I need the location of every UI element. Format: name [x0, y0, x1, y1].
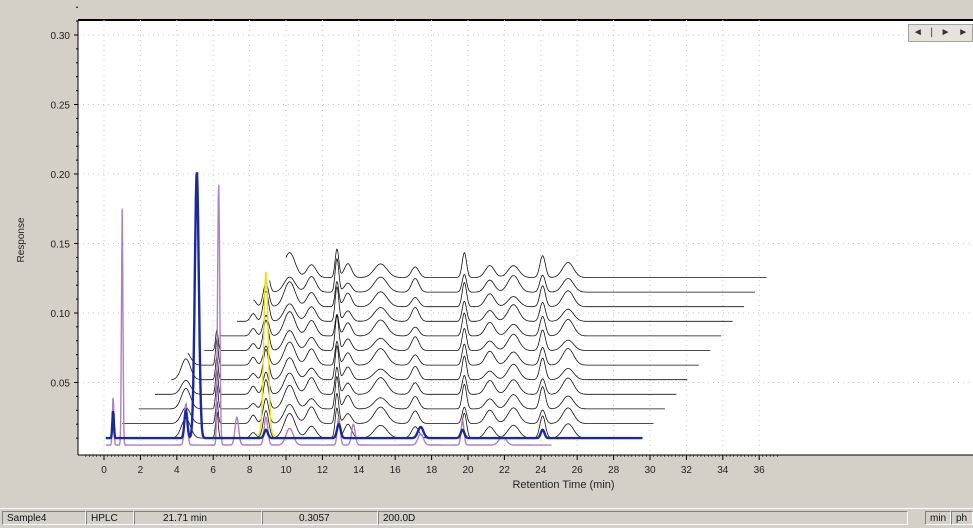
- y-axis-title: Response: [16, 217, 27, 262]
- x-tick-label: 8: [247, 465, 253, 476]
- chromatogram-trace: [285, 248, 767, 278]
- x-tick-label: 24: [535, 465, 547, 476]
- x-tick-label: 26: [572, 465, 584, 476]
- y-tick-label: 0.20: [51, 170, 71, 181]
- x-tick-label: 36: [754, 465, 766, 476]
- x-tick-label: 28: [608, 465, 620, 476]
- scroll-right-icon[interactable]: ►: [940, 27, 951, 38]
- highlight-trace: [105, 184, 552, 446]
- y-tick-label: 0.10: [51, 309, 71, 320]
- x-tick-label: 22: [499, 465, 511, 476]
- chromatogram-trace: [253, 281, 745, 308]
- x-tick-label: 32: [681, 465, 693, 476]
- chromatogram-trace: [138, 375, 665, 410]
- chromatogram-trace: [204, 315, 711, 351]
- x-tick-label: 30: [644, 465, 656, 476]
- scroll-separator: |: [930, 27, 933, 38]
- x-tick-label: 16: [390, 465, 402, 476]
- status-sample: Sample4: [2, 511, 86, 525]
- status-mode: HPLC: [86, 511, 134, 525]
- x-tick-label: 6: [210, 465, 216, 476]
- chromatogram-trace: [269, 258, 755, 293]
- plot-area: [78, 20, 973, 455]
- y-tick-label: 0.05: [51, 379, 71, 390]
- highlight-trace: [256, 271, 276, 436]
- x-tick-label: 4: [174, 465, 180, 476]
- x-tick-label: 2: [138, 465, 144, 476]
- chromatogram-trace: [155, 366, 677, 395]
- status-unit-ph: ph: [951, 511, 973, 525]
- chromatogram-trace: [171, 345, 688, 381]
- chromatogram-trace: [122, 392, 654, 424]
- x-tick-label: 20: [462, 465, 474, 476]
- status-value: 200.0D: [378, 511, 908, 525]
- y-tick-label: 0.15: [51, 240, 71, 251]
- status-response: 0.3057: [262, 511, 378, 525]
- chromatogram-window: 0.050.100.150.200.250.300.35024681012141…: [16, 6, 973, 491]
- scroll-left-icon[interactable]: ◄: [912, 27, 923, 38]
- scroll-arrows[interactable]: ◄ | ► ►: [908, 24, 973, 42]
- chromatogram-chart: 0.050.100.150.200.250.300.35024681012141…: [16, 6, 973, 491]
- status-time: 21.71 min: [134, 511, 262, 525]
- x-tick-label: 12: [317, 465, 329, 476]
- x-tick-label: 10: [280, 465, 292, 476]
- chromatogram-trace: [220, 311, 722, 337]
- status-unit-min: min: [925, 511, 951, 525]
- y-tick-label: 0.25: [51, 101, 71, 112]
- y-tick-label: 0.30: [51, 31, 71, 42]
- highlight-trace: [105, 172, 643, 440]
- x-tick-label: 14: [353, 465, 365, 476]
- status-bar: Sample4 HPLC 21.71 min 0.3057 200.0D min…: [0, 508, 973, 528]
- x-axis-title: Retention Time (min): [512, 479, 614, 491]
- x-tick-label: 34: [717, 465, 729, 476]
- chromatogram-trace: [187, 337, 699, 366]
- x-tick-label: 0: [101, 465, 107, 476]
- scroll-end-icon[interactable]: ►: [958, 27, 969, 38]
- chromatogram-trace: [236, 286, 733, 322]
- x-tick-label: 18: [426, 465, 438, 476]
